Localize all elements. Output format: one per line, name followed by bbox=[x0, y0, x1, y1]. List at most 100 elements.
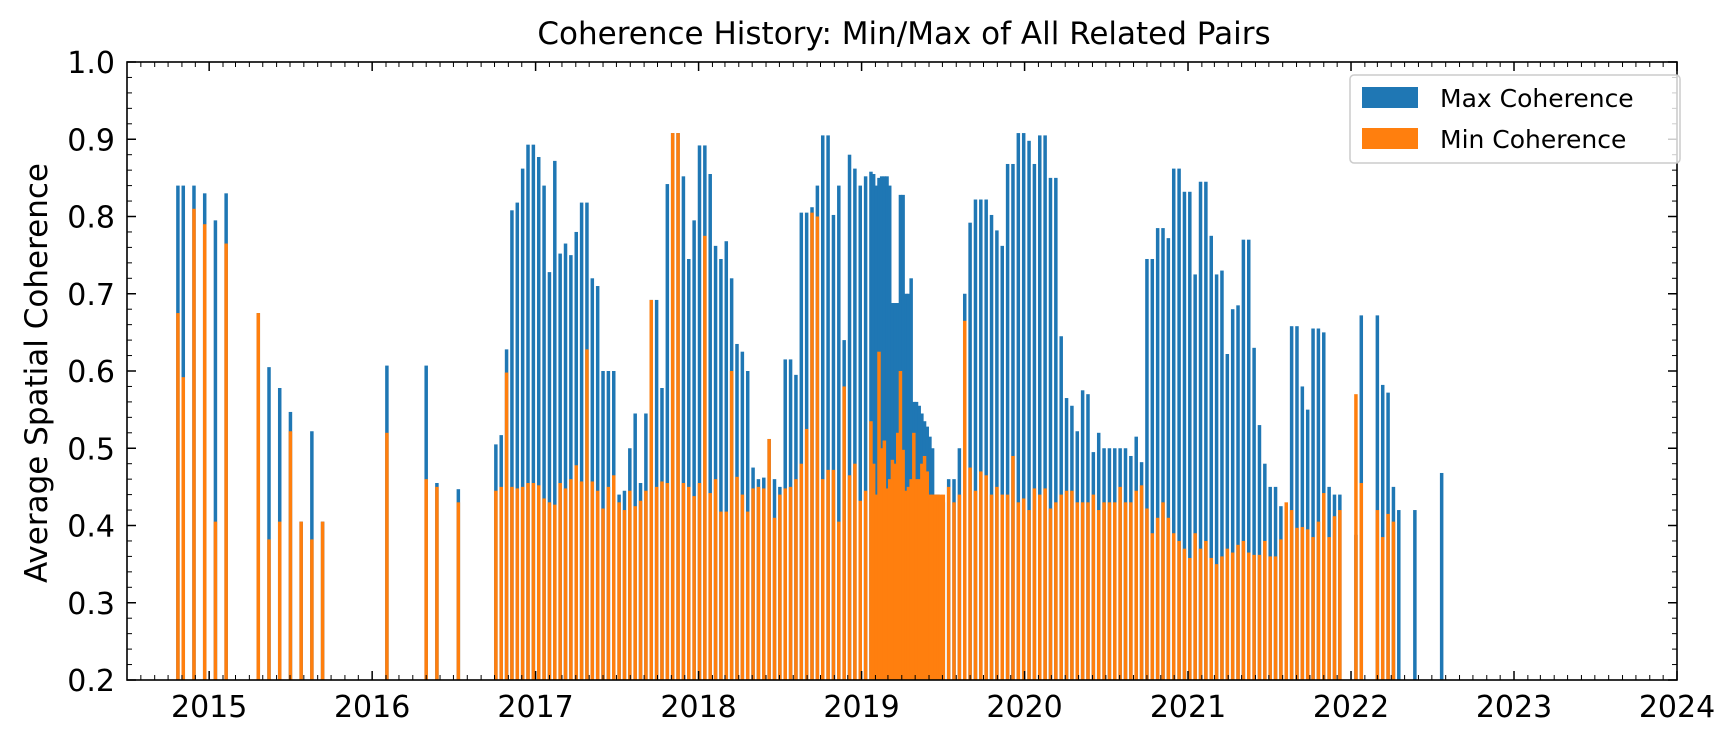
bar-min-37 bbox=[601, 508, 605, 680]
bar-min-145 bbox=[1107, 502, 1112, 680]
bar-min-186 bbox=[1327, 537, 1331, 680]
bar-min-77 bbox=[815, 216, 820, 680]
bar-min-6 bbox=[256, 313, 261, 680]
bar-min-67 bbox=[762, 488, 766, 680]
bar-max-30 bbox=[563, 243, 568, 681]
bar-max-195 bbox=[1397, 510, 1401, 680]
bar-max-121 bbox=[979, 199, 983, 680]
bar-min-33 bbox=[579, 481, 584, 680]
bar-min-128 bbox=[1016, 502, 1021, 680]
bar-max-58 bbox=[713, 245, 718, 681]
bar-min-96 bbox=[893, 463, 897, 680]
bar-max-166 bbox=[1220, 270, 1224, 680]
bar-min-41 bbox=[622, 510, 627, 680]
bar-min-61 bbox=[729, 371, 734, 680]
bar-max-157 bbox=[1171, 168, 1176, 681]
legend-frame bbox=[1349, 74, 1681, 164]
bar-max-133 bbox=[1043, 135, 1047, 680]
bar-max-163 bbox=[1204, 181, 1208, 681]
bar-max-100 bbox=[904, 293, 908, 680]
bar-min-15 bbox=[435, 486, 439, 681]
bar-max-54 bbox=[692, 220, 696, 681]
bar-max-89 bbox=[874, 185, 879, 680]
bar-min-63 bbox=[740, 494, 745, 680]
bar-max-4 bbox=[213, 220, 218, 681]
bar-min-81 bbox=[837, 521, 841, 680]
bar-min-140 bbox=[1080, 502, 1085, 680]
bar-min-178 bbox=[1284, 502, 1289, 680]
bar-max-81 bbox=[837, 185, 841, 680]
bar-max-131 bbox=[1032, 163, 1037, 681]
bar-min-50 bbox=[670, 133, 675, 680]
bar-min-5 bbox=[224, 243, 228, 681]
bar-min-57 bbox=[708, 493, 712, 680]
bar-min-74 bbox=[799, 463, 804, 680]
bar-min-172 bbox=[1252, 554, 1256, 680]
bar-max-25 bbox=[536, 157, 541, 680]
bar-max-29 bbox=[558, 253, 562, 680]
bar-min-106 bbox=[920, 463, 924, 680]
y-tick-label: 0.9 bbox=[67, 123, 115, 158]
bar-min-23 bbox=[526, 483, 530, 680]
bar-min-29 bbox=[558, 483, 562, 680]
bar-max-20 bbox=[510, 210, 514, 680]
bar-max-130 bbox=[1027, 140, 1031, 681]
bar-max-91 bbox=[879, 176, 884, 680]
bar-min-158 bbox=[1177, 540, 1181, 680]
bar-min-86 bbox=[863, 490, 868, 680]
bar-min-56 bbox=[703, 235, 707, 680]
bar-max-197 bbox=[1439, 472, 1444, 680]
bar-max-183 bbox=[1311, 328, 1315, 680]
bar-min-99 bbox=[901, 449, 905, 680]
bar-min-46 bbox=[649, 299, 654, 680]
bar-min-68 bbox=[767, 438, 771, 680]
bar-min-166 bbox=[1220, 556, 1224, 680]
bar-min-87 bbox=[869, 421, 873, 680]
bar-max-86 bbox=[863, 176, 868, 680]
min-coherence-bars bbox=[176, 133, 1396, 681]
bar-min-26 bbox=[542, 498, 546, 680]
bar-min-150 bbox=[1134, 490, 1138, 680]
bar-min-120 bbox=[973, 490, 978, 680]
bar-max-78 bbox=[820, 135, 825, 680]
bar-min-129 bbox=[1021, 498, 1026, 680]
bar-min-108 bbox=[925, 471, 929, 680]
bar-max-85 bbox=[858, 185, 862, 680]
bar-min-126 bbox=[1005, 494, 1010, 680]
bar-min-171 bbox=[1247, 552, 1251, 680]
bar-max-132 bbox=[1038, 135, 1042, 680]
bar-min-101 bbox=[906, 486, 911, 681]
bar-max-159 bbox=[1182, 191, 1187, 680]
bar-max-33 bbox=[579, 202, 584, 680]
bar-min-11 bbox=[310, 539, 314, 680]
y-tick-label: 1.0 bbox=[67, 46, 115, 81]
x-tick-label: 2017 bbox=[497, 690, 573, 725]
bar-min-141 bbox=[1086, 502, 1090, 680]
bar-max-154 bbox=[1155, 228, 1160, 680]
bar-max-129 bbox=[1021, 133, 1026, 680]
x-tick-label: 2018 bbox=[660, 690, 736, 725]
bar-min-7 bbox=[267, 539, 271, 680]
bar-min-164 bbox=[1209, 557, 1213, 680]
x-tick-label: 2024 bbox=[1639, 690, 1715, 725]
bar-max-22 bbox=[520, 168, 525, 681]
bar-min-161 bbox=[1193, 533, 1197, 680]
bar-min-80 bbox=[831, 469, 836, 680]
bar-max-122 bbox=[984, 199, 988, 680]
bar-min-111 bbox=[933, 494, 938, 680]
bar-min-130 bbox=[1027, 510, 1031, 680]
bar-min-44 bbox=[638, 500, 643, 680]
bar-min-48 bbox=[660, 481, 664, 680]
bar-min-75 bbox=[804, 428, 809, 680]
bar-min-163 bbox=[1204, 540, 1208, 680]
bar-min-124 bbox=[995, 486, 999, 681]
x-tick-label: 2021 bbox=[1150, 690, 1226, 725]
bar-max-7 bbox=[267, 367, 271, 680]
bar-min-16 bbox=[456, 502, 461, 680]
bar-min-155 bbox=[1161, 502, 1165, 680]
bar-max-135 bbox=[1054, 177, 1058, 680]
bar-min-43 bbox=[633, 506, 637, 680]
bar-max-180 bbox=[1295, 326, 1299, 680]
bar-max-53 bbox=[687, 258, 691, 680]
bar-max-128 bbox=[1016, 133, 1021, 680]
